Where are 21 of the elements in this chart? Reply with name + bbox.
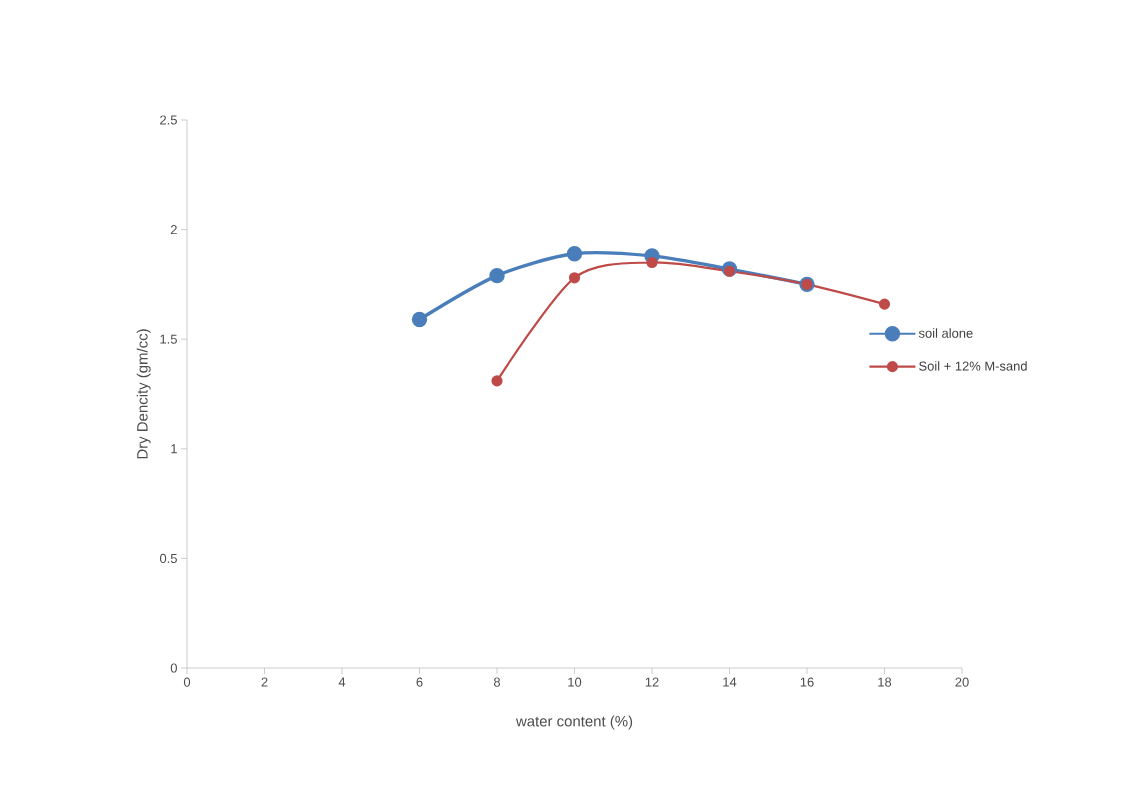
y-tick-label: 2.5 xyxy=(160,115,177,125)
x-tick-label: 16 xyxy=(800,677,814,687)
x-axis-title: water content (%) xyxy=(515,715,633,730)
y-tick-label: 0.5 xyxy=(159,553,177,563)
x-tick-label: 0 xyxy=(183,677,191,687)
x-tick-label: 2 xyxy=(261,677,268,687)
x-tick-label: 18 xyxy=(878,677,892,687)
x-tick-label: 4 xyxy=(338,677,346,687)
y-tick-label: 0 xyxy=(170,663,177,673)
y-tick-label: 1.5 xyxy=(160,334,177,344)
y-tick-label: 1 xyxy=(171,444,177,454)
legend-label: soil alone xyxy=(918,328,973,338)
x-tick-label: 20 xyxy=(955,677,969,687)
y-tick-label: 2 xyxy=(170,225,177,235)
x-tick-label: 12 xyxy=(645,677,659,687)
y-axis-title: Dry Dencity (gm/cc) xyxy=(136,329,151,459)
legend-label: Soil + 12% M-sand xyxy=(919,361,1027,371)
x-tick-label: 6 xyxy=(416,677,423,687)
x-tick-label: 8 xyxy=(493,677,501,687)
x-tick-label: 10 xyxy=(568,677,582,687)
x-tick-label: 14 xyxy=(723,677,737,687)
